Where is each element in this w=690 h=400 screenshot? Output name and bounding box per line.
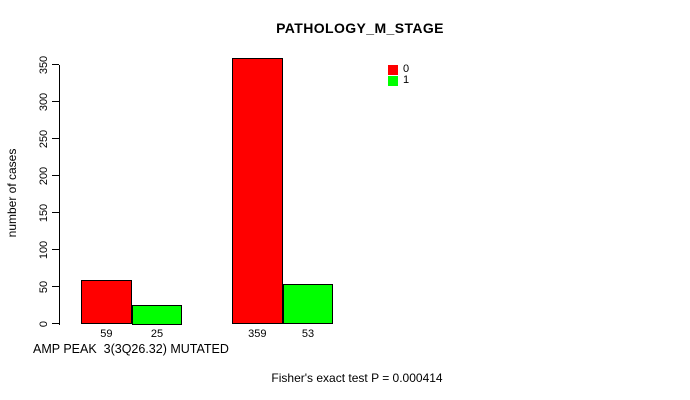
bar-value-label: 25 bbox=[150, 327, 164, 340]
y-axis-tick bbox=[52, 101, 59, 102]
bar-series-0-group-1 bbox=[81, 279, 132, 325]
y-axis-tick bbox=[52, 286, 59, 287]
x-axis-label: AMP PEAK 3(3Q26.32) MUTATED bbox=[33, 342, 229, 356]
chart-title: PATHOLOGY_M_STAGE bbox=[276, 20, 444, 36]
y-axis-tick bbox=[52, 175, 59, 176]
y-axis-tick-label: 50 bbox=[38, 280, 50, 293]
bar-series-0-group-2 bbox=[232, 57, 283, 325]
y-axis-tick-label: 250 bbox=[38, 129, 50, 148]
y-axis-tick-label: 100 bbox=[38, 240, 50, 259]
bar-value-label: 59 bbox=[100, 327, 113, 340]
y-axis-tick bbox=[52, 249, 59, 250]
bar-value-label: 359 bbox=[248, 327, 267, 340]
legend-label: 1 bbox=[403, 74, 410, 86]
y-axis-line bbox=[59, 64, 60, 325]
legend-swatch bbox=[388, 75, 398, 86]
bar-series-1-group-2 bbox=[282, 284, 334, 325]
y-axis-tick bbox=[52, 138, 59, 139]
bar-value-label: 53 bbox=[301, 327, 315, 340]
bar-series-1-group-1 bbox=[131, 305, 183, 325]
y-axis-tick bbox=[52, 212, 59, 213]
y-axis-tick bbox=[52, 323, 59, 324]
y-axis-tick-label: 0 bbox=[38, 320, 50, 327]
y-axis-tick bbox=[52, 64, 59, 65]
y-axis-label: number of cases bbox=[5, 148, 19, 238]
y-axis-tick-label: 350 bbox=[38, 55, 50, 74]
legend-item-0: 0 bbox=[388, 64, 409, 75]
legend-item-1: 1 bbox=[388, 75, 409, 86]
y-axis-tick-label: 150 bbox=[38, 203, 50, 222]
y-axis-tick-label: 300 bbox=[38, 92, 50, 111]
legend-label: 0 bbox=[403, 63, 410, 75]
fisher-test-note: Fisher's exact test P = 0.000414 bbox=[271, 371, 443, 385]
y-axis-tick-label: 200 bbox=[38, 166, 50, 185]
legend-swatch bbox=[388, 64, 398, 75]
